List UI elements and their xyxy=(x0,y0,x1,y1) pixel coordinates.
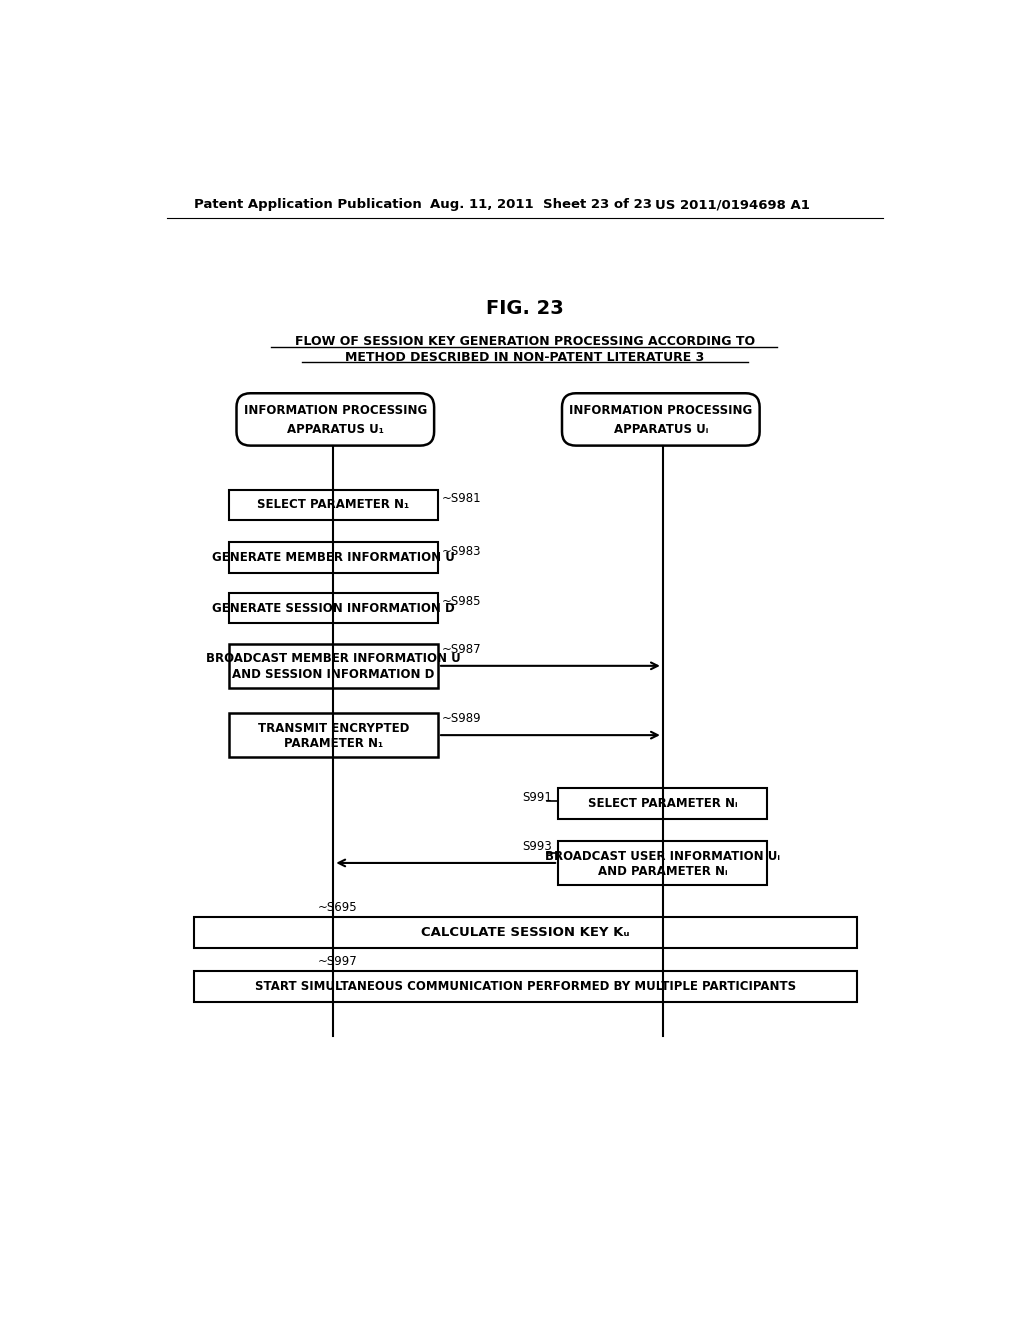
Bar xyxy=(228,713,438,758)
Text: Patent Application Publication: Patent Application Publication xyxy=(194,198,422,211)
Bar xyxy=(228,490,438,520)
Bar xyxy=(558,788,767,818)
FancyBboxPatch shape xyxy=(237,393,434,446)
Text: INFORMATION PROCESSING: INFORMATION PROCESSING xyxy=(244,404,427,417)
Text: GENERATE MEMBER INFORMATION U: GENERATE MEMBER INFORMATION U xyxy=(212,550,455,564)
Bar xyxy=(194,917,856,948)
Text: SELECT PARAMETER N₁: SELECT PARAMETER N₁ xyxy=(257,499,410,511)
Bar xyxy=(194,970,856,1002)
Text: CALCULATE SESSION KEY Kᵤ: CALCULATE SESSION KEY Kᵤ xyxy=(421,925,630,939)
Text: US 2011/0194698 A1: US 2011/0194698 A1 xyxy=(655,198,810,211)
Text: S991: S991 xyxy=(522,791,552,804)
Text: BROADCAST USER INFORMATION Uᵢ: BROADCAST USER INFORMATION Uᵢ xyxy=(545,850,780,862)
Text: ~S997: ~S997 xyxy=(317,954,357,968)
Bar xyxy=(558,841,767,886)
Text: FIG. 23: FIG. 23 xyxy=(486,300,563,318)
Bar xyxy=(228,543,438,573)
Text: PARAMETER N₁: PARAMETER N₁ xyxy=(284,737,383,750)
Text: ~S989: ~S989 xyxy=(442,713,481,726)
Text: SELECT PARAMETER Nᵢ: SELECT PARAMETER Nᵢ xyxy=(588,797,737,810)
Text: ~S987: ~S987 xyxy=(442,643,481,656)
Text: INFORMATION PROCESSING: INFORMATION PROCESSING xyxy=(569,404,753,417)
Text: APPARATUS U₁: APPARATUS U₁ xyxy=(287,422,384,436)
Text: ~S985: ~S985 xyxy=(442,595,481,609)
Text: ~S695: ~S695 xyxy=(317,902,357,915)
FancyBboxPatch shape xyxy=(562,393,760,446)
Text: FLOW OF SESSION KEY GENERATION PROCESSING ACCORDING TO: FLOW OF SESSION KEY GENERATION PROCESSIN… xyxy=(295,335,755,348)
Text: METHOD DESCRIBED IN NON-PATENT LITERATURE 3: METHOD DESCRIBED IN NON-PATENT LITERATUR… xyxy=(345,351,705,363)
Bar xyxy=(228,644,438,688)
Text: AND PARAMETER Nᵢ: AND PARAMETER Nᵢ xyxy=(598,865,728,878)
Text: ~S981: ~S981 xyxy=(442,492,481,506)
Text: Sheet 23 of 23: Sheet 23 of 23 xyxy=(543,198,651,211)
Text: Aug. 11, 2011: Aug. 11, 2011 xyxy=(430,198,534,211)
Text: APPARATUS Uᵢ: APPARATUS Uᵢ xyxy=(613,422,708,436)
Bar xyxy=(228,593,438,623)
Text: GENERATE SESSION INFORMATION D: GENERATE SESSION INFORMATION D xyxy=(212,602,455,615)
Text: BROADCAST MEMBER INFORMATION U: BROADCAST MEMBER INFORMATION U xyxy=(206,652,461,665)
Text: START SIMULTANEOUS COMMUNICATION PERFORMED BY MULTIPLE PARTICIPANTS: START SIMULTANEOUS COMMUNICATION PERFORM… xyxy=(255,979,796,993)
Text: AND SESSION INFORMATION D: AND SESSION INFORMATION D xyxy=(232,668,434,681)
Text: S993: S993 xyxy=(522,841,552,853)
Text: ~S983: ~S983 xyxy=(442,545,481,557)
Text: TRANSMIT ENCRYPTED: TRANSMIT ENCRYPTED xyxy=(258,722,409,735)
